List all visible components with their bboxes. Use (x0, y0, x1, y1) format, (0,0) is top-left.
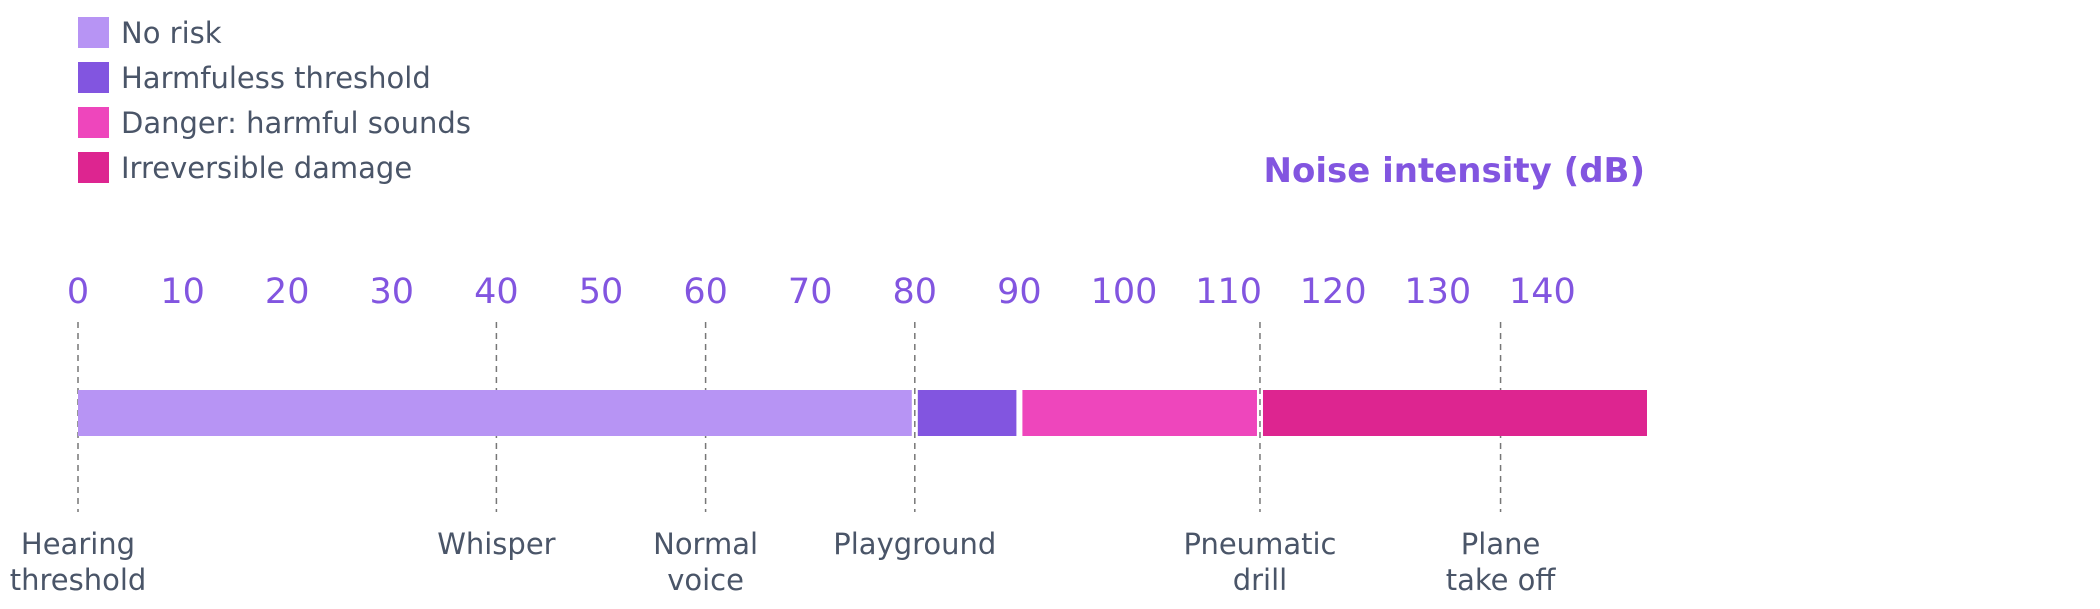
bar-segment (1022, 390, 1257, 436)
legend-swatch (78, 107, 109, 138)
tick-label: 20 (265, 272, 310, 312)
marker-label: Whisper (437, 527, 555, 561)
tick-labels: 0 10 20 30 40 50 60 70 80 90 100 110 120 130 140 (67, 272, 1576, 312)
tick-label: 10 (160, 272, 205, 312)
legend-label: No risk (121, 16, 222, 50)
bar-segment (78, 390, 912, 436)
tick-label: 40 (474, 272, 519, 312)
legend-swatch (78, 17, 109, 48)
tick-label: 70 (788, 272, 833, 312)
legend-label: Danger: harmful sounds (121, 106, 471, 140)
marker-label: voice (667, 563, 744, 597)
legend: No risk Harmfuless threshold Danger: harmf… (78, 16, 471, 185)
tick-label: 60 (683, 272, 728, 312)
tick-label: 80 (893, 272, 938, 312)
tick-label: 140 (1509, 272, 1576, 312)
tick-label: 120 (1300, 272, 1367, 312)
marker-label: Pneumatic (1183, 527, 1336, 561)
marker-label: threshold (10, 563, 147, 597)
tick-label: 90 (997, 272, 1042, 312)
tick-label: 110 (1195, 272, 1262, 312)
tick-label: 30 (370, 272, 415, 312)
bar-segment (1262, 390, 1647, 436)
marker-label: take off (1446, 563, 1557, 597)
marker-label: Plane (1461, 527, 1541, 561)
marker-label: drill (1233, 563, 1288, 597)
legend-label: Irreversible damage (121, 151, 412, 185)
axis-title: Noise intensity (dB) (1264, 151, 1645, 191)
marker-label: Normal (653, 527, 758, 561)
tick-label: 50 (579, 272, 624, 312)
tick-label: 100 (1091, 272, 1158, 312)
bar-segment (917, 390, 1017, 436)
legend-swatch (78, 152, 109, 183)
tick-label: 0 (67, 272, 89, 312)
marker-label: Playground (833, 527, 996, 561)
marker-label: Hearing (21, 527, 135, 561)
legend-swatch (78, 62, 109, 93)
marker-lines (77, 322, 1502, 512)
bars (78, 390, 1647, 436)
legend-label: Harmfuless threshold (121, 61, 431, 95)
tick-label: 130 (1404, 272, 1471, 312)
